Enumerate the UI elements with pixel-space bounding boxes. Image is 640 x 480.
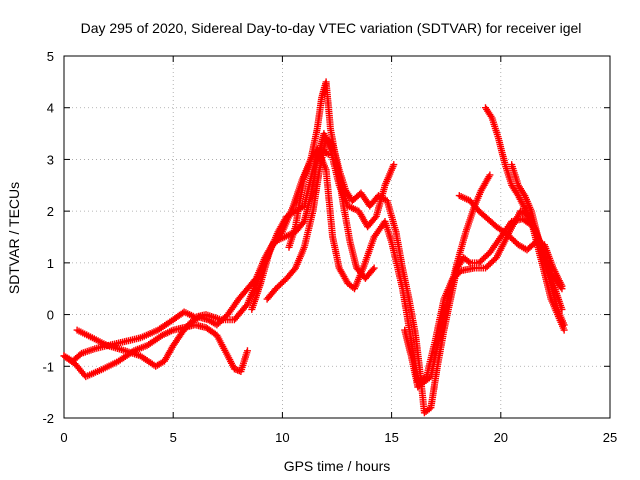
y-tick-label: 2 — [47, 204, 54, 219]
x-tick-label: 20 — [494, 430, 508, 445]
plot-frame — [63, 55, 611, 419]
x-tick-label: 5 — [170, 430, 177, 445]
y-tick-label: -1 — [42, 359, 54, 374]
series-track-9 — [401, 171, 494, 391]
data-point — [390, 161, 398, 169]
data-point — [369, 266, 377, 273]
y-tick-label: 4 — [47, 101, 54, 116]
x-tick-label: 15 — [384, 430, 398, 445]
y-tick-label: 5 — [47, 49, 54, 64]
x-tick-label: 0 — [60, 430, 67, 445]
y-tick-label: 0 — [47, 308, 54, 323]
data-point — [324, 150, 332, 158]
x-tick-label: 25 — [603, 430, 617, 445]
data-point — [465, 258, 473, 266]
data-point — [371, 214, 379, 222]
data-marks — [60, 78, 568, 417]
y-tick-label: 3 — [47, 152, 54, 167]
data-point — [370, 264, 378, 272]
x-axis-label: GPS time / hours — [284, 458, 391, 474]
data-point — [558, 282, 566, 290]
data-point — [560, 321, 568, 329]
grid-lines — [64, 56, 610, 418]
chart-title: Day 295 of 2020, Sidereal Day-to-day VTE… — [81, 20, 582, 36]
series-track-6 — [248, 145, 332, 313]
data-point — [486, 171, 494, 179]
series-track-8 — [482, 104, 568, 334]
axis-ticks: 0 5 10 15 20 25 -2 -1 0 1 2 3 4 5 — [42, 49, 617, 445]
y-tick-label: -2 — [42, 411, 54, 426]
series-track-10 — [508, 161, 568, 329]
x-tick-label: 10 — [275, 430, 289, 445]
series-track-5 — [285, 78, 378, 282]
y-axis-label: SDTVAR / TECUs — [6, 182, 22, 294]
data-point — [243, 347, 251, 355]
y-tick-label: 1 — [47, 256, 54, 271]
